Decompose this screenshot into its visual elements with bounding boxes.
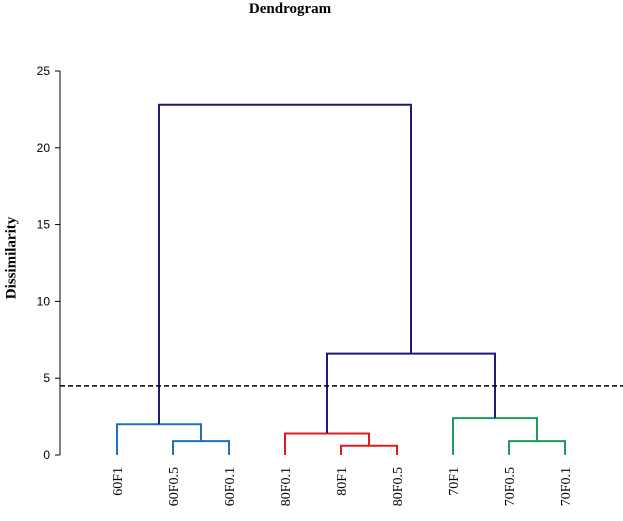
leaf-label: 60F1 [111, 467, 126, 496]
chart-title: Dendrogram [248, 1, 332, 17]
leaf-label: 70F0.5 [503, 467, 518, 506]
y-tick-label: 5 [43, 371, 50, 385]
dendrogram-link [452, 417, 538, 455]
leaf-label: 80F0.5 [391, 467, 406, 506]
leaf-label: 60F0.1 [223, 467, 238, 506]
y-tick-label: 0 [43, 448, 50, 462]
leaf-label: 70F0.1 [559, 467, 574, 506]
y-tick-label: 10 [37, 294, 51, 308]
dendrogram-link [172, 440, 230, 455]
dendrogram-link [340, 444, 398, 455]
y-tick-label: 15 [37, 218, 51, 232]
y-tick-label: 20 [37, 141, 51, 155]
dendrogram-link [158, 103, 412, 425]
dendrogram-link [284, 432, 370, 455]
leaf-label: 60F0.5 [167, 467, 182, 506]
dendrogram-link [116, 423, 202, 455]
leaf-label: 70F1 [447, 467, 462, 496]
dendrogram-link [326, 352, 496, 434]
leaf-label: 80F1 [335, 467, 350, 496]
y-tick-label: 25 [37, 64, 51, 78]
leaf-label: 80F0.1 [279, 467, 294, 506]
dendrogram-link [508, 440, 566, 455]
